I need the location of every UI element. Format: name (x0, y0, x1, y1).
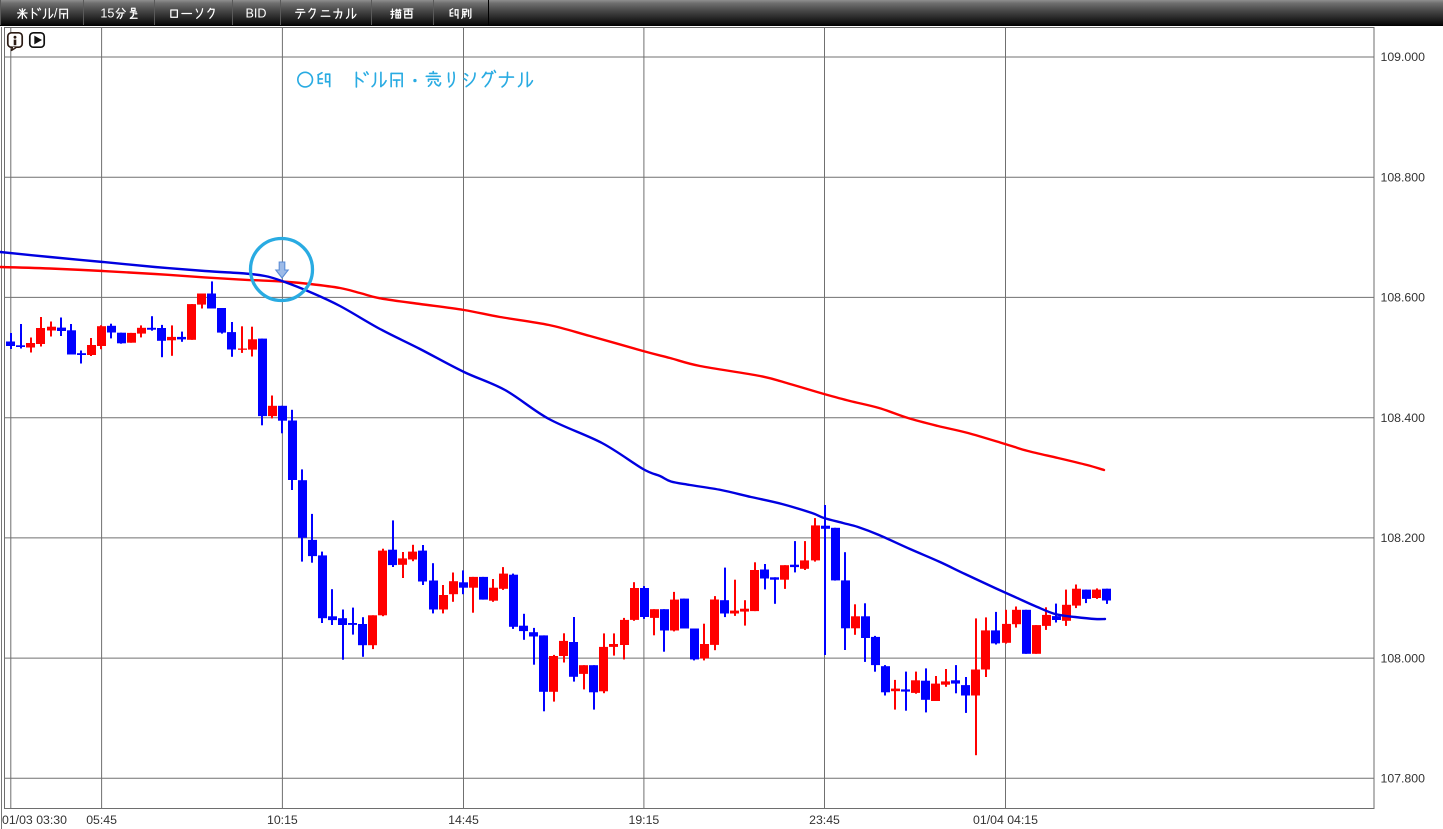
svg-text:23:45: 23:45 (809, 813, 840, 827)
svg-text:05:45: 05:45 (86, 813, 117, 827)
svg-text:15: 15 (100, 7, 114, 21)
svg-text:108.600: 108.600 (1381, 291, 1426, 305)
svg-text:107.800: 107.800 (1381, 772, 1426, 786)
svg-text:19:15: 19:15 (629, 813, 660, 827)
svg-text:10:15: 10:15 (267, 813, 298, 827)
svg-text:14:45: 14:45 (448, 813, 479, 827)
svg-text:108.000: 108.000 (1381, 651, 1426, 665)
svg-text:BID: BID (246, 7, 267, 21)
svg-text:01/04 04:15: 01/04 04:15 (973, 813, 1038, 827)
svg-text:01/03 03:30: 01/03 03:30 (2, 813, 67, 827)
svg-text:109.000: 109.000 (1381, 50, 1426, 64)
svg-text:108.400: 108.400 (1381, 411, 1426, 425)
svg-text:108.200: 108.200 (1381, 531, 1426, 545)
svg-text:108.800: 108.800 (1381, 170, 1426, 184)
svg-text:/: / (54, 7, 58, 21)
